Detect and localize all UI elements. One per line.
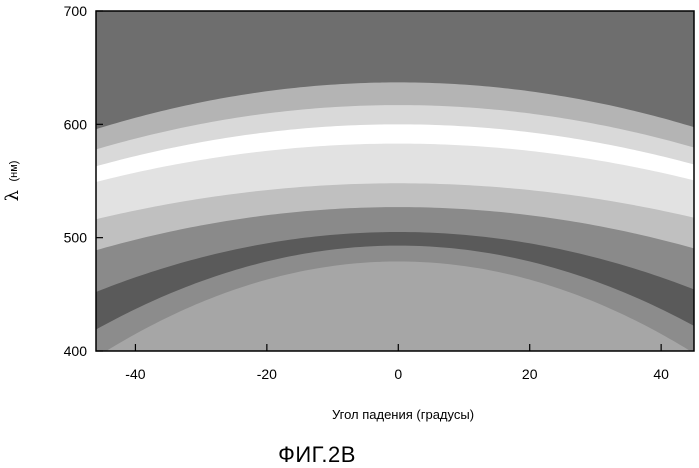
x-tick-label: 20: [522, 366, 538, 382]
y-tick-label: 500: [64, 230, 88, 246]
figure-caption: ФИГ.2В: [278, 442, 356, 467]
plot-area: [96, 11, 694, 357]
x-axis-label: Угол падения (градусы): [332, 407, 474, 422]
y-tick-label: 400: [64, 343, 88, 359]
y-axis-unit: (нм): [8, 161, 20, 182]
y-axis-symbol: λ: [2, 190, 23, 201]
x-tick-label: -40: [125, 366, 145, 382]
x-tick-label: -20: [257, 366, 277, 382]
y-axis-label: λ (нм): [2, 161, 23, 202]
x-tick-label: 0: [394, 366, 402, 382]
x-tick-label: 40: [653, 366, 669, 382]
y-tick-label: 600: [64, 116, 88, 132]
y-tick-label: 700: [64, 3, 88, 19]
